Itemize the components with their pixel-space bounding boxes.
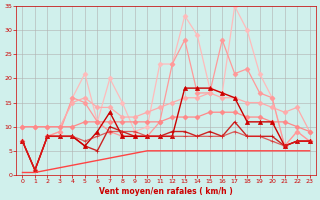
X-axis label: Vent moyen/en rafales ( km/h ): Vent moyen/en rafales ( km/h ) bbox=[99, 187, 233, 196]
